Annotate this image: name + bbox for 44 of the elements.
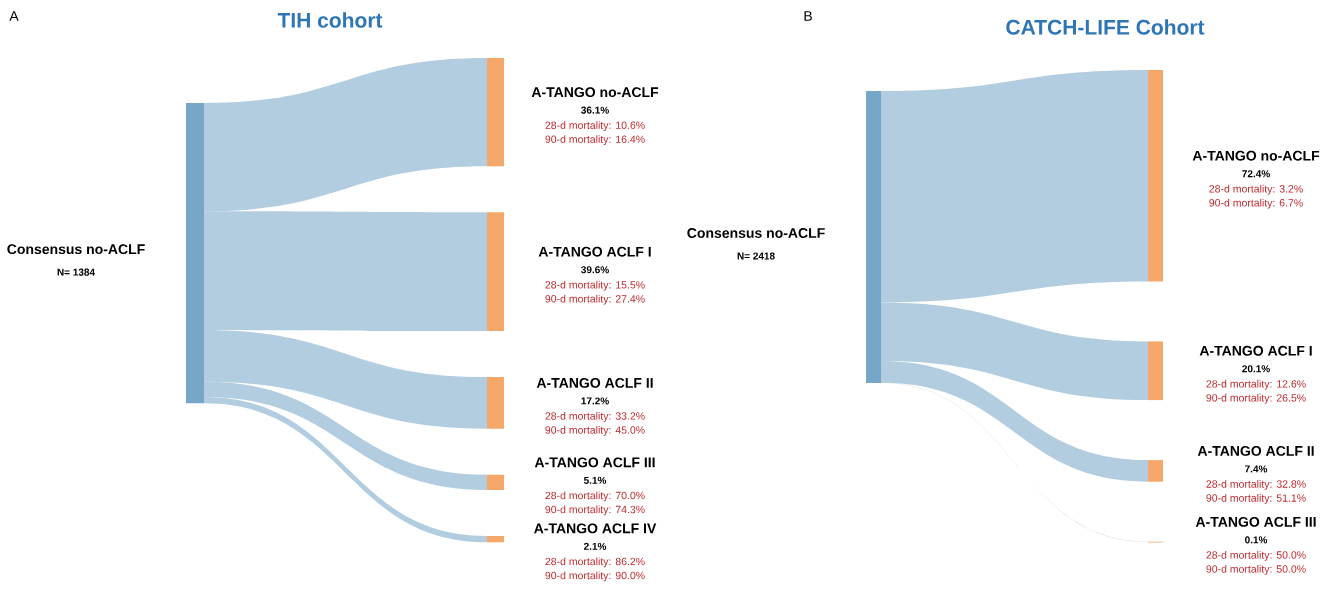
text: 28-d mortality: 10.6%	[545, 121, 645, 132]
data-label: 5.1%	[583, 476, 607, 484]
data-label: 7.4%	[1245, 465, 1268, 473]
text: 28-d mortality: 12.6%	[1206, 379, 1306, 390]
text: 90-d mortality: 45.0%	[545, 426, 645, 436]
text: 28-d mortality: 3.2%	[1209, 184, 1303, 195]
text: 90-d mortality: 6.7%	[1209, 198, 1303, 209]
text: 90-d mortality: 27.4%	[545, 294, 645, 305]
text: 28-d mortality: 33.2%	[545, 412, 645, 422]
text: 28-d mortality: 86.2%	[545, 557, 645, 568]
category-label: A-TANGO ACLF III	[1195, 516, 1316, 527]
text: N= 2418	[737, 252, 775, 260]
text: 90-d mortality: 50.0%	[1206, 564, 1306, 575]
category-label: A-TANGO ACLF IV	[534, 523, 657, 534]
text: CATCH-LIFE Cohort	[1006, 19, 1205, 35]
data-label: 72.4%	[1242, 170, 1270, 178]
data-label: 20.1%	[1242, 365, 1270, 373]
text: 28-d mortality: 50.0%	[1206, 550, 1306, 561]
data-label: 36.1%	[581, 106, 609, 114]
category-label: A-TANGO ACLF II	[1197, 445, 1314, 456]
category-label: A-TANGO no-ACLF	[531, 87, 659, 98]
data-label: 17.2%	[581, 397, 609, 405]
text: B	[804, 11, 812, 21]
text: Consensus no-ACLF	[7, 244, 145, 255]
text: 90-d mortality: 26.5%	[1206, 393, 1306, 404]
text: 90-d mortality: 90.0%	[545, 571, 645, 582]
text: TIH cohort	[277, 12, 383, 28]
text: Consensus no-ACLF	[687, 228, 825, 238]
data-label: 0.1%	[1245, 536, 1268, 544]
category-label: A-TANGO ACLF II	[536, 377, 653, 388]
category-label: A-TANGO no-ACLF	[1192, 150, 1320, 161]
text: 90-d mortality: 74.3%	[545, 505, 645, 516]
text: 28-d mortality: 32.8%	[1206, 480, 1306, 490]
text: 28-d mortality: 15.5%	[545, 280, 645, 291]
text: 90-d mortality: 16.4%	[545, 135, 645, 146]
data-label: 2.1%	[583, 542, 607, 550]
text: 28-d mortality: 70.0%	[545, 491, 645, 502]
text: 90-d mortality: 51.1%	[1206, 494, 1306, 504]
category-label: A-TANGO ACLF I	[1199, 345, 1312, 356]
category-label: A-TANGO ACLF III	[534, 457, 655, 468]
data-label: 39.6%	[581, 266, 609, 274]
category-label: A-TANGO ACLF I	[538, 246, 651, 257]
text: A	[9, 11, 19, 21]
text: N= 1384	[57, 268, 95, 276]
